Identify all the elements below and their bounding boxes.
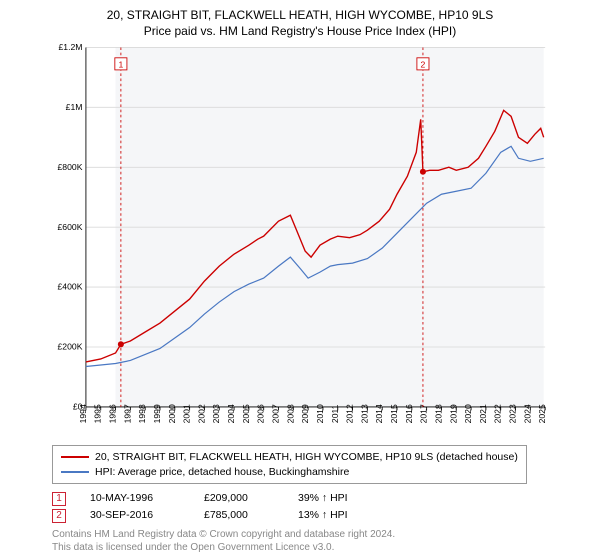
chart-svg: £0£200K£400K£600K£800K£1M£1.2M1994199519…: [10, 44, 590, 441]
sales-markers: 1 10-MAY-1996 £209,000 39% ↑ HPI 2 30-SEP-201…: [52, 490, 590, 524]
legend-row: HPI: Average price, detached house, Buck…: [61, 465, 518, 480]
sale-price: £209,000: [204, 490, 274, 507]
sale-row: 1 10-MAY-1996 £209,000 39% ↑ HPI: [52, 490, 590, 507]
event-marker-dot: [118, 341, 124, 347]
legend-label: 20, STRAIGHT BIT, FLACKWELL HEATH, HIGH …: [95, 450, 518, 465]
credits: Contains HM Land Registry data © Crown c…: [52, 528, 590, 554]
event-marker-badge-num: 1: [118, 59, 123, 69]
sale-date: 10-MAY-1996: [90, 490, 180, 507]
credits-line2: This data is licensed under the Open Gov…: [52, 541, 590, 554]
chart-plot-area: £0£200K£400K£600K£800K£1M£1.2M1994199519…: [10, 44, 590, 441]
legend-swatch: [61, 456, 89, 458]
legend-swatch: [61, 471, 89, 473]
chart-container: 20, STRAIGHT BIT, FLACKWELL HEATH, HIGH …: [0, 0, 600, 560]
sale-pct: 13% ↑ HPI: [298, 507, 378, 524]
sale-pct: 39% ↑ HPI: [298, 490, 378, 507]
y-tick-label: £400K: [58, 281, 83, 291]
credits-line1: Contains HM Land Registry data © Crown c…: [52, 528, 590, 541]
event-marker-dot: [420, 168, 426, 174]
y-tick-label: £800K: [58, 161, 83, 171]
y-tick-label: £1M: [66, 102, 83, 112]
legend-row: 20, STRAIGHT BIT, FLACKWELL HEATH, HIGH …: [61, 450, 518, 465]
sale-price: £785,000: [204, 507, 274, 524]
chart-title-line1: 20, STRAIGHT BIT, FLACKWELL HEATH, HIGH …: [10, 8, 590, 24]
legend: 20, STRAIGHT BIT, FLACKWELL HEATH, HIGH …: [52, 445, 527, 484]
sale-row: 2 30-SEP-2016 £785,000 13% ↑ HPI: [52, 507, 590, 524]
chart-title-line2: Price paid vs. HM Land Registry's House …: [10, 24, 590, 38]
y-tick-label: £600K: [58, 221, 83, 231]
y-tick-label: £200K: [58, 341, 83, 351]
sale-badge: 1: [52, 492, 66, 506]
event-marker-badge-num: 2: [421, 59, 426, 69]
legend-label: HPI: Average price, detached house, Buck…: [95, 465, 349, 480]
sale-date: 30-SEP-2016: [90, 507, 180, 524]
sale-badge: 2: [52, 509, 66, 523]
y-tick-label: £1.2M: [58, 44, 82, 52]
